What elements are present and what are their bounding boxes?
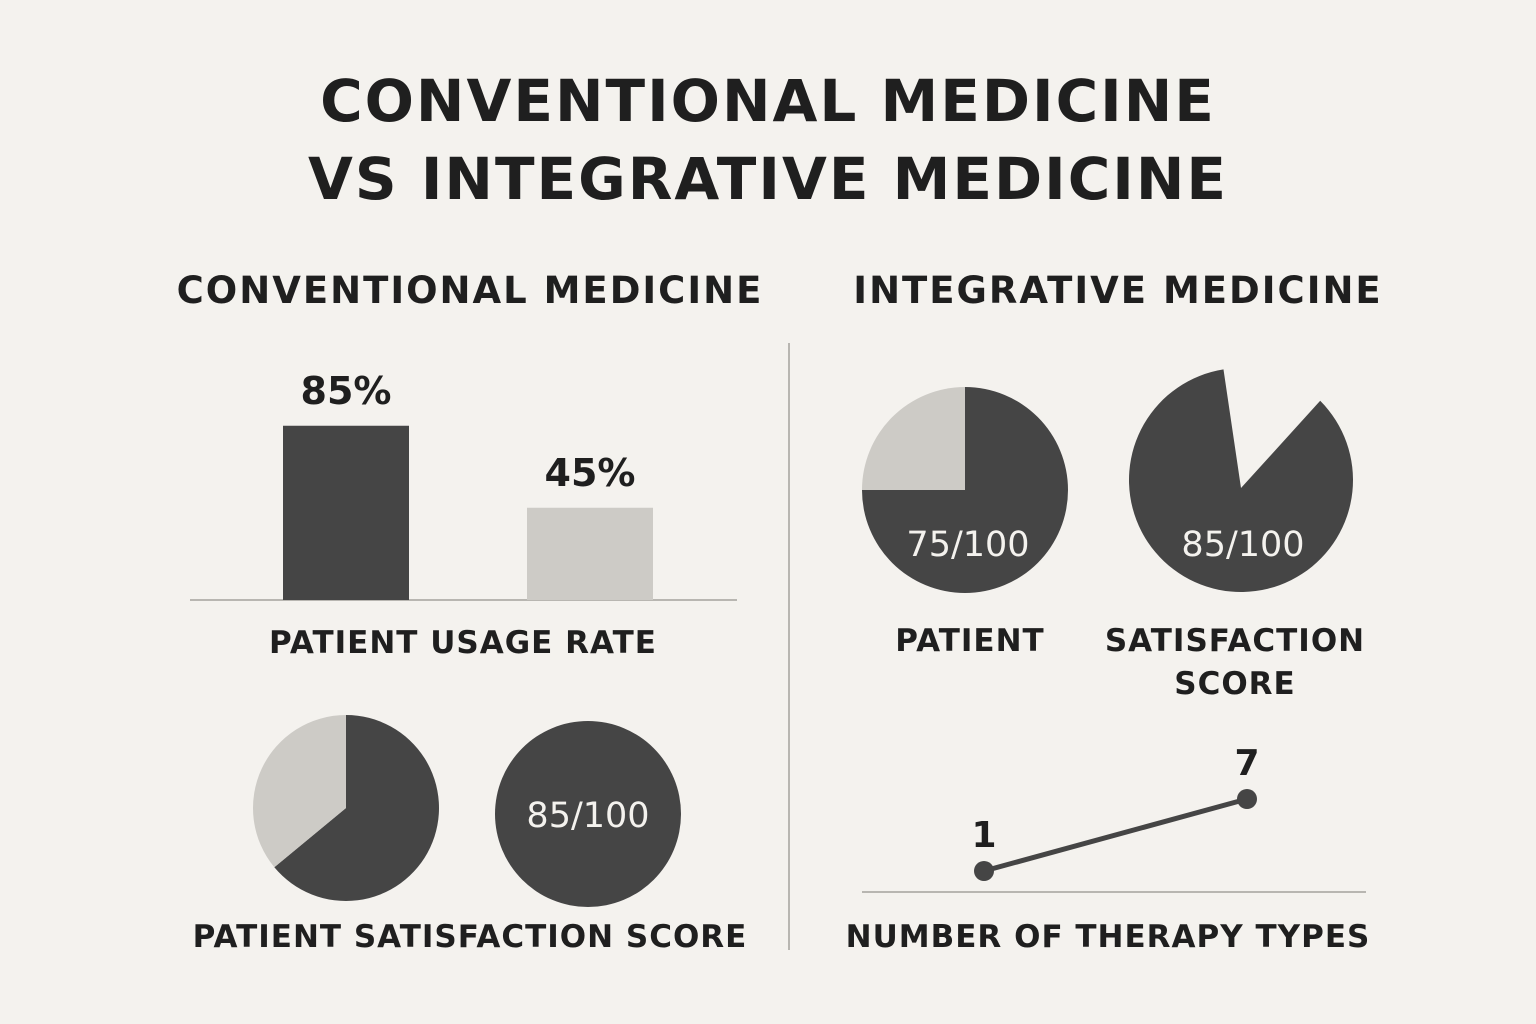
conventional-pie-slice-2 <box>252 714 346 868</box>
integrative-patient-label: 75/100 <box>906 525 1029 565</box>
therapy-point-2 <box>1237 789 1257 809</box>
conventional-pie-slice-1 <box>274 715 439 901</box>
bar-value-label-2: 45% <box>545 451 636 495</box>
conventional-score-disc: 85/100 <box>495 721 681 907</box>
bar-value-label-1: 85% <box>301 369 392 413</box>
therapy-types-line-chart: 17 <box>862 743 1366 893</box>
integrative-satisfaction-pie: 85/100 <box>1129 369 1353 592</box>
integrative-satisfaction-label: 85/100 <box>1181 525 1304 565</box>
caption-score: SCORE <box>1174 666 1296 702</box>
main-title-line-1: CONVENTIONAL MEDICINE <box>320 67 1216 135</box>
therapy-point-label-1: 1 <box>971 815 996 856</box>
bar-1 <box>283 425 409 600</box>
therapy-point-label-2: 7 <box>1234 743 1259 784</box>
conventional-score-disc-fill <box>495 721 681 907</box>
usage-bar-chart: 85% 45% <box>190 369 737 601</box>
caption-satisfaction: SATISFACTION <box>1104 623 1366 659</box>
caption-patient-usage-rate: PATIENT USAGE RATE <box>269 625 657 661</box>
conventional-score-label: 85/100 <box>526 796 649 836</box>
bar-2 <box>527 507 653 600</box>
caption-patient: PATIENT <box>895 623 1045 659</box>
caption-number-of-therapy-types: NUMBER OF THERAPY TYPES <box>845 919 1371 955</box>
integrative-satisfaction-slice-1 <box>1129 369 1353 592</box>
section-heading-conventional: CONVENTIONAL MEDICINE <box>176 269 764 312</box>
therapy-line <box>983 796 1248 874</box>
section-heading-integrative: INTEGRATIVE MEDICINE <box>853 269 1383 312</box>
main-title-line-2: VS INTEGRATIVE MEDICINE <box>307 145 1229 213</box>
integrative-patient-slice-2 <box>862 387 965 490</box>
therapy-point-1 <box>974 861 994 881</box>
caption-patient-satisfaction-score: PATIENT SATISFACTION SCORE <box>192 919 748 955</box>
conventional-satisfaction-pie <box>252 714 439 901</box>
integrative-patient-pie: 75/100 <box>862 387 1068 593</box>
